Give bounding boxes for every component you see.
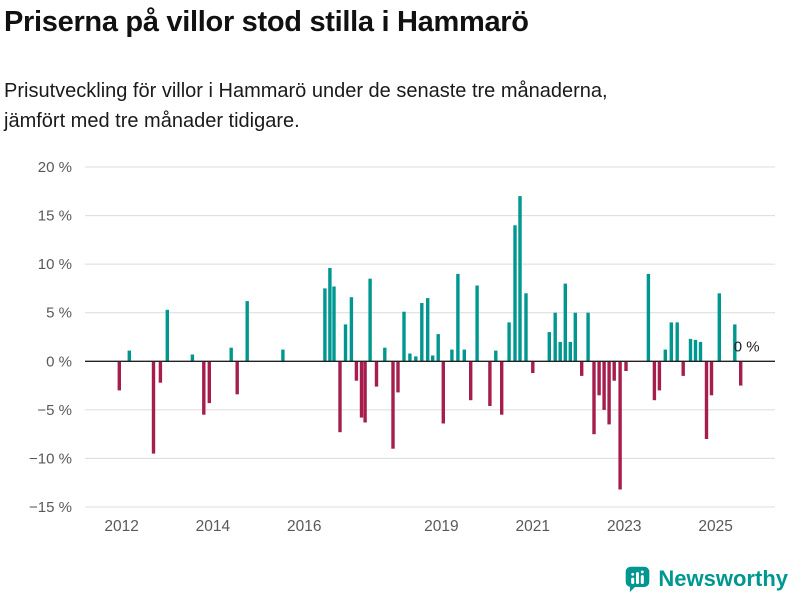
- svg-text:2021: 2021: [516, 518, 550, 535]
- chart-title: Priserna på villor stod stilla i Hammarö: [4, 6, 529, 38]
- svg-text:2023: 2023: [607, 518, 641, 535]
- svg-text:2016: 2016: [287, 518, 321, 535]
- svg-text:2012: 2012: [104, 518, 138, 535]
- newsworthy-wordmark: Newsworthy: [658, 565, 788, 591]
- svg-text:5 %: 5 %: [46, 305, 72, 322]
- svg-text:0 %: 0 %: [46, 353, 72, 370]
- chart-subtitle-line2: jämfört med tre månader tidigare.: [4, 110, 300, 132]
- svg-text:−10 %: −10 %: [29, 450, 72, 467]
- price-development-bar-chart: 20 % 15 % 10 % 5 % 0 % −5 % −10 % −15 % 2012 2014…: [29, 159, 775, 535]
- svg-text:15 %: 15 %: [38, 208, 72, 225]
- newsworthy-branding: Newsworthy: [624, 565, 788, 592]
- svg-text:2019: 2019: [424, 518, 458, 535]
- newsworthy-logo-icon: [626, 566, 650, 592]
- svg-text:−15 %: −15 %: [29, 499, 72, 516]
- svg-text:10 %: 10 %: [38, 256, 72, 273]
- svg-text:0 %: 0 %: [734, 338, 760, 355]
- svg-text:20 %: 20 %: [38, 159, 72, 176]
- chart-subtitle: Prisutveckling för villor i Hammarö unde…: [4, 76, 608, 136]
- svg-text:2025: 2025: [698, 518, 732, 535]
- chart-subtitle-line1: Prisutveckling för villor i Hammarö unde…: [4, 80, 608, 102]
- svg-text:−5 %: −5 %: [37, 402, 72, 419]
- svg-text:2014: 2014: [196, 518, 231, 535]
